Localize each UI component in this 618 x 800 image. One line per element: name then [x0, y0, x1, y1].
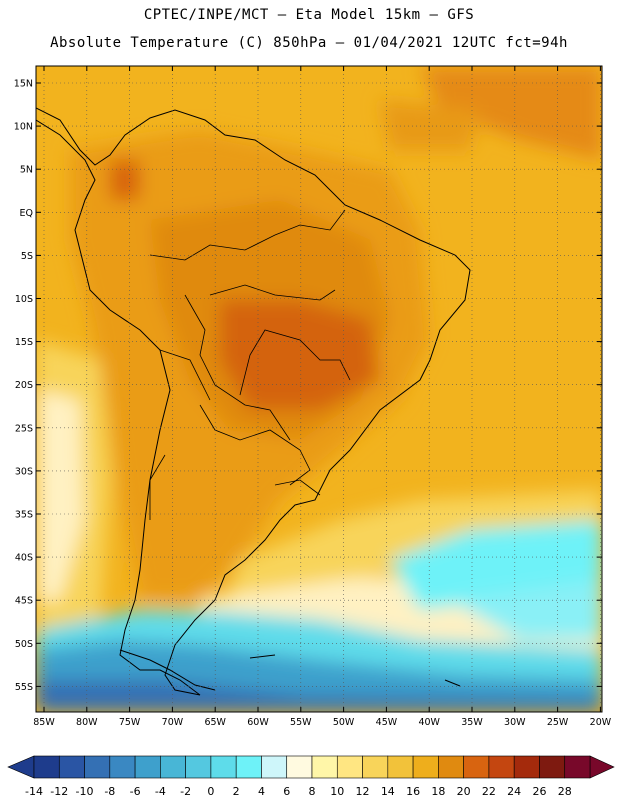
- lat-tick-label: 15S: [15, 337, 33, 348]
- colorbar-label: -14: [25, 785, 43, 798]
- lat-tick-label: 25S: [15, 423, 33, 434]
- latitude-axis: 15N 10N 5N EQ 5S 10S 15S 20S 25S 30S 35S 40S 45S 50S 5…: [14, 79, 602, 693]
- colorbar-label: -2: [180, 785, 191, 798]
- colorbar-swatch: [235, 755, 262, 779]
- colorbar-label: 18: [431, 785, 445, 798]
- colorbar-swatch: [564, 755, 591, 779]
- colorbar-swatch: [185, 755, 212, 779]
- lon-tick-label: 75W: [119, 717, 141, 728]
- colorbar-swatch: [311, 755, 338, 779]
- colorbar-label: 10: [330, 785, 344, 798]
- lon-tick-label: 45W: [376, 717, 398, 728]
- lon-tick-label: 80W: [76, 717, 98, 728]
- map-frame: [35, 65, 603, 713]
- colorbar-label: 12: [356, 785, 370, 798]
- colorbar-swatch: [387, 755, 414, 779]
- temperature-field: [36, 66, 602, 712]
- lat-tick-label: 50S: [15, 639, 33, 650]
- lat-tick-label: 15N: [14, 79, 33, 90]
- lon-tick-label: 55W: [290, 717, 312, 728]
- lon-tick-label: 85W: [33, 717, 55, 728]
- colorbar-swatch: [539, 755, 566, 779]
- colorbar-label: 24: [507, 785, 521, 798]
- lat-tick-label: 35S: [15, 510, 33, 521]
- lat-tick-label: 5S: [21, 251, 33, 262]
- lon-tick-label: 40W: [418, 717, 440, 728]
- colorbar-swatch: [463, 755, 490, 779]
- colorbar-label: -8: [104, 785, 115, 798]
- colorbar-label: 14: [381, 785, 395, 798]
- lon-tick-label: 25W: [547, 717, 569, 728]
- colorbar-label: 0: [207, 785, 214, 798]
- colorbar-swatch: [336, 755, 363, 779]
- longitude-axis: 85W 80W 75W 70W 65W 60W 55W 50W 45W 40W 35W 30W 25W 2…: [33, 66, 612, 728]
- colorbar-label: -12: [50, 785, 68, 798]
- lat-tick-label: 20S: [15, 380, 33, 391]
- lat-tick-label: 10N: [14, 122, 33, 133]
- lon-tick-label: 35W: [461, 717, 483, 728]
- lat-tick-label: 55S: [15, 682, 33, 693]
- colorbar-label: 8: [309, 785, 316, 798]
- colorbar-label: 6: [283, 785, 290, 798]
- colorbar-swatch: [488, 755, 515, 779]
- lon-tick-label: 70W: [162, 717, 184, 728]
- colorbar-label: 2: [233, 785, 240, 798]
- colorbar-label: -6: [130, 785, 141, 798]
- colorbar-swatch: [362, 755, 389, 779]
- colorbar-label: 28: [558, 785, 572, 798]
- colorbar-label: -10: [76, 785, 94, 798]
- lon-tick-label: 50W: [333, 717, 355, 728]
- colorbar-label: 22: [482, 785, 496, 798]
- lat-tick-label: 10S: [15, 294, 33, 305]
- colorbar-label: 4: [258, 785, 265, 798]
- lon-tick-label: 20W: [590, 717, 612, 728]
- colorbar-swatch: [84, 755, 111, 779]
- colorbar-swatch: [513, 755, 540, 779]
- lat-tick-label: 45S: [15, 596, 33, 607]
- colorbar-swatch: [286, 755, 313, 779]
- colorbar-label: 26: [532, 785, 546, 798]
- colorbar-swatch: [160, 755, 186, 779]
- colorbar-swatch: [58, 755, 85, 779]
- lon-tick-label: 65W: [204, 717, 226, 728]
- colorbar-low-arrow: [7, 755, 35, 779]
- chart-subtitle: Absolute Temperature (C) 850hPa – 01/04/…: [50, 35, 568, 51]
- colorbar-swatch: [33, 755, 60, 779]
- chart-title: CPTEC/INPE/MCT – Eta Model 15km – GFS: [143, 7, 475, 23]
- lon-tick-label: 30W: [504, 717, 526, 728]
- lon-tick-label: 60W: [247, 717, 269, 728]
- coastlines: [36, 107, 471, 696]
- borders: [149, 209, 351, 520]
- colorbar-label: 20: [457, 785, 471, 798]
- lat-tick-label: 30S: [15, 466, 33, 477]
- colorbar: -14 -12 -10 -8 -6 -4 -2 0 2 4 6 8 10 12 14 16 18 20 22 24 26…: [7, 755, 615, 798]
- lat-tick-label: EQ: [20, 208, 33, 219]
- colorbar-label: 16: [406, 785, 420, 798]
- colorbar-swatch: [261, 755, 288, 779]
- colorbar-swatch: [210, 755, 237, 779]
- lat-tick-label: 40S: [15, 553, 33, 564]
- colorbar-swatch: [109, 755, 136, 779]
- lat-tick-label: 5N: [20, 165, 33, 176]
- colorbar-swatch: [412, 755, 439, 779]
- colorbar-swatch: [134, 755, 161, 779]
- colorbar-swatch: [438, 755, 464, 779]
- colorbar-high-arrow: [589, 755, 615, 779]
- colorbar-label: -4: [155, 785, 166, 798]
